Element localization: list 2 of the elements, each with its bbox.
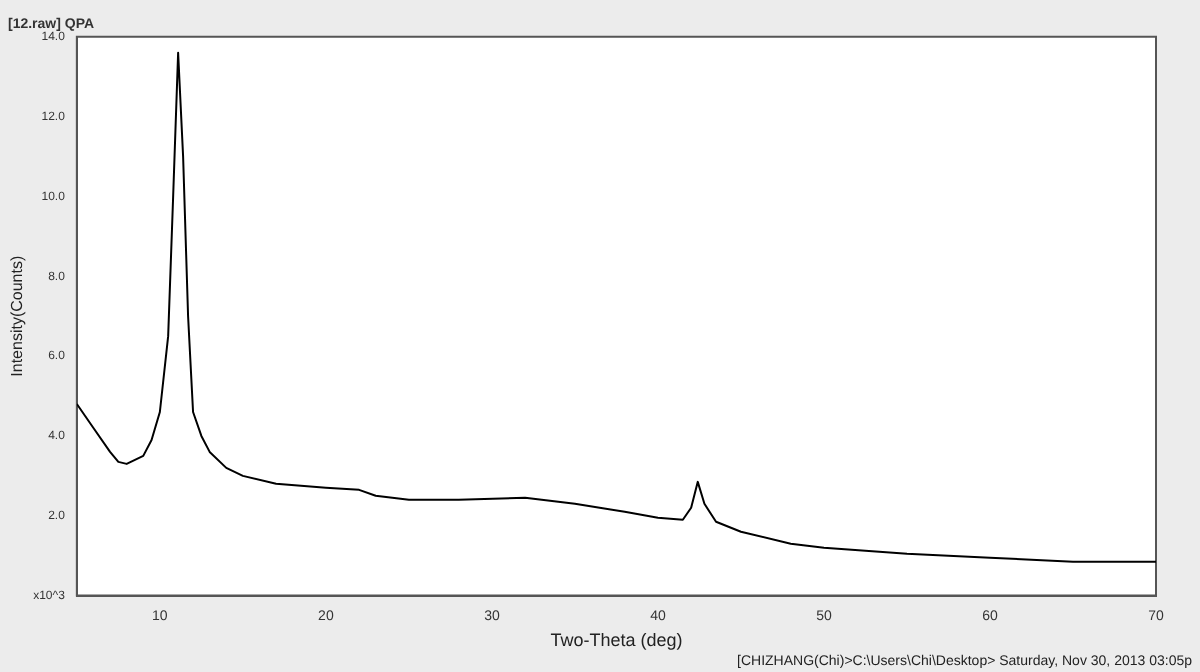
y-axis-title: Intensity(Counts) — [8, 255, 27, 377]
x-axis-title: Two-Theta (deg) — [550, 630, 683, 651]
